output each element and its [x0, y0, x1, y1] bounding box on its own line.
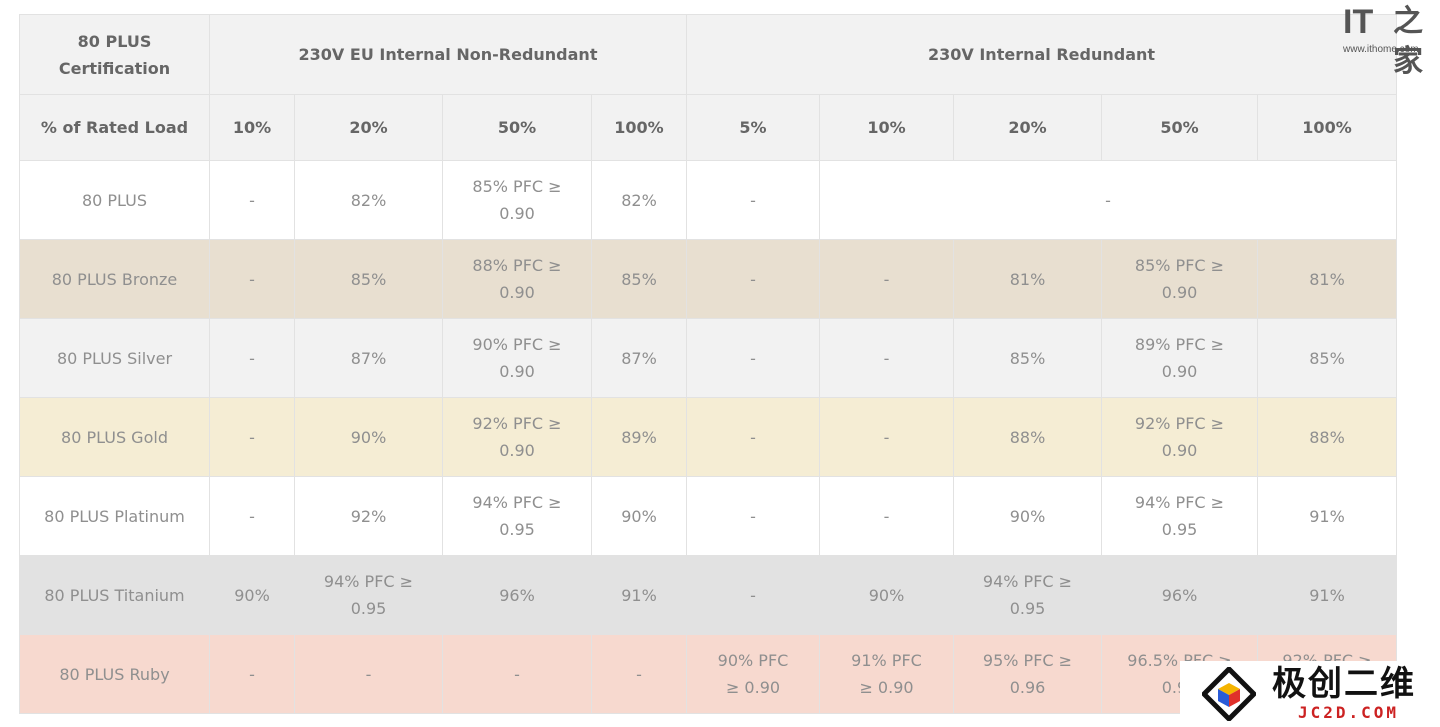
table-cell: 90% PFC ≥ 0.90	[442, 318, 592, 398]
load-header: 50%	[442, 94, 592, 161]
load-header: 10%	[819, 94, 954, 161]
table-cell: -	[209, 476, 295, 556]
row-label: 80 PLUS Gold	[19, 397, 210, 477]
ithome-logo: IT 之家 www.ithome.com	[1343, 2, 1435, 79]
ithome-logo-glyph: 之家	[1393, 4, 1423, 79]
table-cell: 90%	[953, 476, 1102, 556]
table-cell: 88%	[953, 397, 1102, 477]
table-cell: -	[686, 318, 820, 398]
table-cell: -	[686, 476, 820, 556]
table-cell: 85% PFC ≥ 0.90	[1101, 239, 1258, 319]
table-cell: 94% PFC ≥ 0.95	[442, 476, 592, 556]
load-header: 20%	[953, 94, 1102, 161]
group-header-non-redundant: 230V EU Internal Non-Redundant	[209, 14, 687, 95]
table-cell: 92% PFC ≥ 0.90	[442, 397, 592, 477]
table-cell: 82%	[294, 160, 443, 240]
table-cell: -	[686, 555, 820, 635]
table-cell: -	[591, 634, 687, 714]
table-cell: 90%	[819, 555, 954, 635]
table-cell: 90%	[209, 555, 295, 635]
table-cell: 90%	[591, 476, 687, 556]
table-cell: 88%	[1256, 397, 1398, 477]
table-row-gold: 80 PLUS Gold - 90% 92% PFC ≥ 0.90 89% - …	[19, 397, 1398, 477]
table-cell: 88% PFC ≥ 0.90	[442, 239, 592, 319]
table-cell: -	[209, 318, 295, 398]
table-cell: 92%	[294, 476, 443, 556]
table-cell: -	[209, 160, 295, 240]
table-cell-merged: -	[818, 160, 1398, 240]
table-cell: 91%	[1256, 555, 1398, 635]
row-label: 80 PLUS Ruby	[19, 634, 210, 714]
table-cell: 81%	[1256, 239, 1398, 319]
table-cell: 90%	[294, 397, 443, 477]
table-cell: -	[209, 239, 295, 319]
certification-table: 80 PLUS Certification 230V EU Internal N…	[19, 14, 1398, 714]
table-cell: 89% PFC ≥ 0.90	[1101, 318, 1258, 398]
table-cell: -	[686, 239, 820, 319]
table-cell: 91% PFC ≥ 0.90	[819, 634, 954, 714]
row-label: 80 PLUS Silver	[19, 318, 210, 398]
table-cell: 96%	[1101, 555, 1258, 635]
load-header: 100%	[591, 94, 687, 161]
table-cell: 82%	[591, 160, 687, 240]
table-cell: 96%	[442, 555, 592, 635]
table-cell: 81%	[953, 239, 1102, 319]
watermark-en-text: JC2D.COM	[1298, 703, 1400, 722]
table-row-titanium: 80 PLUS Titanium 90% 94% PFC ≥ 0.95 96% …	[19, 555, 1398, 635]
row-label: 80 PLUS	[19, 160, 210, 240]
table-cell: -	[819, 318, 954, 398]
table-cell: -	[294, 634, 443, 714]
table-cell: 95% PFC ≥ 0.96	[953, 634, 1102, 714]
table-cell: 89%	[591, 397, 687, 477]
table-cell: 94% PFC ≥ 0.95	[953, 555, 1102, 635]
table-cell: 87%	[591, 318, 687, 398]
load-header: 5%	[686, 94, 820, 161]
load-header: 50%	[1101, 94, 1258, 161]
ithome-logo-mark: IT	[1343, 3, 1374, 41]
table-cell: 85%	[1256, 318, 1398, 398]
table-cell: 85%	[591, 239, 687, 319]
table-cell: -	[686, 397, 820, 477]
table-row-silver: 80 PLUS Silver - 87% 90% PFC ≥ 0.90 87% …	[19, 318, 1398, 398]
table-cell: 94% PFC ≥ 0.95	[1101, 476, 1258, 556]
row-label: 80 PLUS Platinum	[19, 476, 210, 556]
table-cell: 85%	[294, 239, 443, 319]
row-label: 80 PLUS Bronze	[19, 239, 210, 319]
table-cell: -	[686, 160, 820, 240]
load-label-header: % of Rated Load	[19, 94, 210, 161]
ithome-url: www.ithome.com	[1343, 44, 1419, 55]
table-row-bronze: 80 PLUS Bronze - 85% 88% PFC ≥ 0.90 85% …	[19, 239, 1398, 319]
group-header-redundant: 230V Internal Redundant	[685, 14, 1398, 95]
header-row-loads: % of Rated Load 10% 20% 50% 100% 5% 10% …	[19, 94, 1398, 161]
table-cell: 90% PFC ≥ 0.90	[686, 634, 820, 714]
load-header: 10%	[209, 94, 295, 161]
load-header: 100%	[1256, 94, 1398, 161]
table-cell: -	[209, 634, 295, 714]
cert-label-header: 80 PLUS Certification	[19, 14, 210, 95]
table-cell: -	[442, 634, 592, 714]
table-cell: -	[819, 239, 954, 319]
jc2d-watermark: 极创二维 JC2D.COM	[1180, 661, 1440, 727]
table-row-platinum: 80 PLUS Platinum - 92% 94% PFC ≥ 0.95 90…	[19, 476, 1398, 556]
table-cell: 85%	[953, 318, 1102, 398]
table-cell: 91%	[1256, 476, 1398, 556]
table-cell: -	[819, 397, 954, 477]
table-cell: -	[209, 397, 295, 477]
watermark-cn-text: 极创二维	[1272, 664, 1416, 704]
table-row-80plus: 80 PLUS - 82% 85% PFC ≥ 0.90 82% - -	[19, 160, 1398, 240]
table-cell: -	[819, 476, 954, 556]
table-cell: 94% PFC ≥ 0.95	[294, 555, 443, 635]
header-row-groups: 80 PLUS Certification 230V EU Internal N…	[19, 14, 1398, 95]
cube-diamond-icon	[1202, 667, 1256, 721]
table-cell: 92% PFC ≥ 0.90	[1101, 397, 1258, 477]
table-cell: 91%	[591, 555, 687, 635]
load-header: 20%	[294, 94, 443, 161]
table-cell: 85% PFC ≥ 0.90	[442, 160, 592, 240]
table-cell: 87%	[294, 318, 443, 398]
row-label: 80 PLUS Titanium	[19, 555, 210, 635]
